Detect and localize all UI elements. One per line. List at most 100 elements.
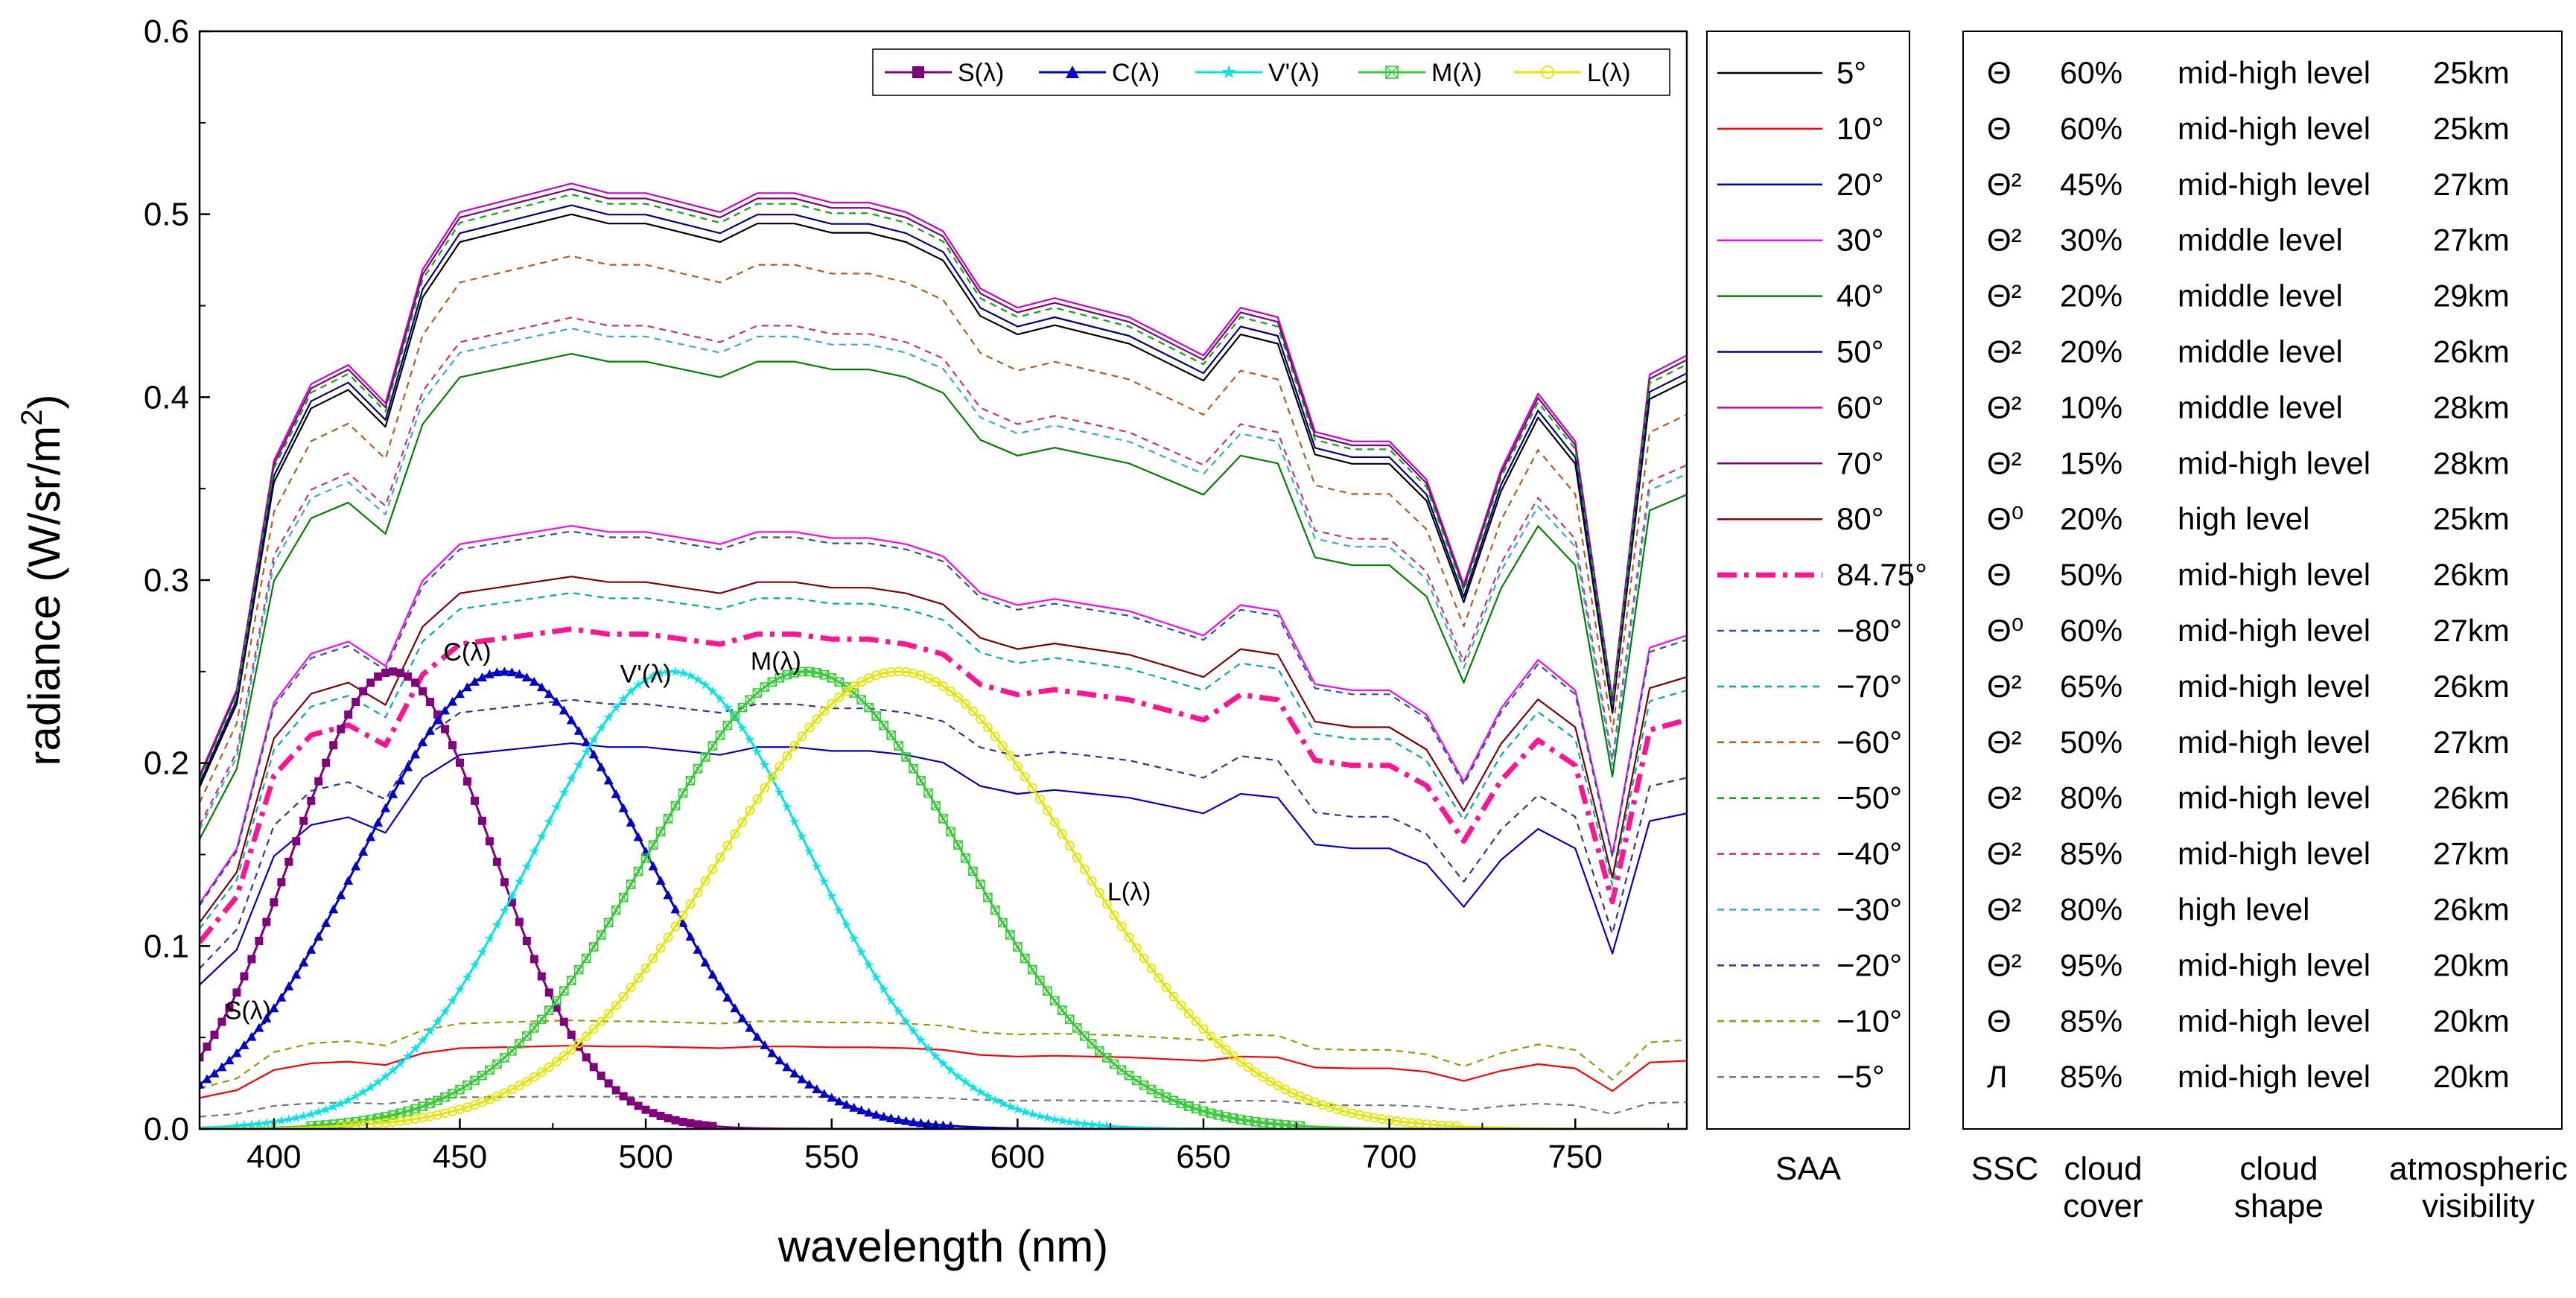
saa-legend-label-1: 10°	[1836, 111, 1884, 146]
y-tick-label-4: 0.4	[144, 379, 189, 416]
saa-curve-0	[200, 213, 1687, 788]
cone-markers-4	[336, 667, 1461, 1129]
saa-legend-item-16: −20°	[1717, 947, 1902, 982]
conditions-cell-15-0: Θ²	[1987, 892, 2022, 927]
saa-curve-8	[200, 576, 1687, 923]
saa-legend-item-15: −30°	[1717, 892, 1902, 927]
saa-curve-3	[200, 524, 1687, 904]
y-tick-label-5: 0.5	[144, 197, 189, 233]
conditions-cell-18-1: 85%	[2060, 1059, 2122, 1094]
conditions-cell-15-3: 26km	[2433, 892, 2510, 927]
saa-curve-12	[200, 255, 1687, 804]
y-tick-label-1: 0.1	[144, 928, 189, 964]
conditions-cell-13-1: 80%	[2060, 780, 2122, 815]
conditions-cell-1-0: Θ	[1987, 111, 2011, 146]
x-tick-label-6: 700	[1362, 1139, 1416, 1175]
conditions-cell-14-2: mid-high level	[2178, 836, 2370, 871]
cone-markers-1	[200, 667, 955, 1129]
conditions-cell-7-1: 15%	[2060, 445, 2122, 480]
saa-curve-7	[200, 188, 1687, 778]
saa-legend-label-7: 70°	[1836, 445, 1884, 480]
conditions-cell-11-3: 26km	[2433, 669, 2510, 704]
saa-legend-item-5: 50°	[1717, 334, 1884, 369]
conditions-cell-12-0: Θ²	[1987, 725, 2022, 760]
conditions-cell-5-0: Θ²	[1987, 334, 2022, 369]
saa-legend-item-6: 60°	[1717, 389, 1884, 424]
saa-legend-label-16: −20°	[1836, 947, 1902, 982]
conditions-cell-17-0: Θ	[1987, 1003, 2011, 1038]
conditions-row-16: Θ² 95% mid-high level 20km	[1987, 947, 2510, 982]
saa-legend-item-11: −70°	[1717, 669, 1902, 704]
cone-legend-item-3: M(λ)	[1358, 59, 1482, 87]
cone-label-2: V'(λ)	[620, 661, 672, 689]
x-tick-label-5: 650	[1176, 1139, 1230, 1175]
conditions-row-11: Θ² 65% mid-high level 26km	[1987, 669, 2510, 704]
saa-legend-label-4: 40°	[1836, 279, 1884, 314]
table-header-2: cloud shape	[2234, 1151, 2324, 1224]
conditions-cell-9-3: 26km	[2433, 557, 2510, 592]
conditions-cell-6-1: 10%	[2060, 389, 2122, 424]
cone-curve-1: C(λ)	[200, 638, 1687, 1129]
conditions-row-9: Θ 50% mid-high level 26km	[1987, 557, 2510, 592]
conditions-cell-5-3: 26km	[2433, 334, 2510, 369]
saa-curve-5	[200, 204, 1687, 784]
conditions-cell-12-2: mid-high level	[2178, 725, 2370, 760]
conditions-row-10: Θ⁰ 60% mid-high level 27km	[1987, 613, 2510, 648]
conditions-cell-5-2: middle level	[2178, 334, 2343, 369]
conditions-cell-10-3: 27km	[2433, 613, 2510, 648]
y-tick-label-3: 0.3	[144, 562, 189, 599]
conditions-cell-2-3: 27km	[2433, 167, 2510, 202]
conditions-cell-6-3: 28km	[2433, 389, 2510, 424]
conditions-cell-4-3: 29km	[2433, 279, 2510, 314]
conditions-cell-14-1: 85%	[2060, 836, 2122, 871]
saa-curve-18	[200, 1095, 1687, 1118]
saa-legend-label-10: −80°	[1836, 613, 1902, 648]
saa-legend-item-10: −80°	[1717, 613, 1902, 648]
saa-legend-label-3: 30°	[1836, 223, 1884, 258]
conditions-cell-10-1: 60%	[2060, 613, 2122, 648]
saa-legend-label-5: 50°	[1836, 334, 1884, 369]
conditions-cell-7-0: Θ²	[1987, 445, 2022, 480]
conditions-cell-11-2: mid-high level	[2178, 669, 2370, 704]
cone-legend-label-2: V'(λ)	[1268, 59, 1320, 87]
saa-legend-item-7: 70°	[1717, 445, 1884, 480]
cone-curve-4: L(λ)	[200, 667, 1687, 1129]
conditions-row-18: Л 85% mid-high level 20km	[1987, 1059, 2510, 1094]
saa-legend-label-17: −10°	[1836, 1003, 1902, 1038]
conditions-cell-9-2: mid-high level	[2178, 557, 2370, 592]
saa-legend-item-13: −50°	[1717, 780, 1902, 815]
saa-legend-label-6: 60°	[1836, 389, 1884, 424]
conditions-cell-1-2: mid-high level	[2178, 111, 2370, 146]
conditions-cell-7-2: mid-high level	[2178, 445, 2370, 480]
conditions-cell-10-2: mid-high level	[2178, 613, 2370, 648]
conditions-cell-2-2: mid-high level	[2178, 167, 2370, 202]
conditions-cell-18-0: Л	[1987, 1059, 2008, 1094]
saa-legend-item-17: −10°	[1717, 1003, 1902, 1038]
conditions-table-box	[1962, 31, 2563, 1130]
conditions-cell-4-2: middle level	[2178, 279, 2343, 314]
conditions-cell-0-1: 60%	[2060, 55, 2122, 90]
saa-legend-item-12: −60°	[1717, 725, 1902, 760]
conditions-row-5: Θ² 20% middle level 26km	[1987, 334, 2510, 369]
conditions-row-12: Θ² 50% mid-high level 27km	[1987, 725, 2510, 760]
x-tick-label-3: 550	[804, 1139, 859, 1175]
cone-label-3: M(λ)	[751, 647, 801, 675]
conditions-cell-2-1: 45%	[2060, 167, 2122, 202]
conditions-cell-3-3: 27km	[2433, 223, 2510, 258]
conditions-cell-4-0: Θ²	[1987, 279, 2022, 314]
table-header-3: atmospheric visibility	[2389, 1151, 2568, 1224]
saa-curve-6	[200, 182, 1687, 776]
saa-legend-label-11: −70°	[1836, 669, 1902, 704]
conditions-row-1: Θ 60% mid-high level 25km	[1987, 111, 2510, 146]
conditions-cell-13-2: mid-high level	[2178, 780, 2370, 815]
saa-legend-item-2: 20°	[1717, 167, 1884, 202]
conditions-cell-12-1: 50%	[2060, 725, 2122, 760]
conditions-cell-17-1: 85%	[2060, 1003, 2122, 1038]
saa-legend-label-0: 5°	[1836, 55, 1866, 90]
saa-legend-item-0: 5°	[1717, 55, 1866, 90]
conditions-row-4: Θ² 20% middle level 29km	[1987, 279, 2510, 314]
conditions-cell-0-2: mid-high level	[2178, 55, 2370, 90]
conditions-row-13: Θ² 80% mid-high level 26km	[1987, 780, 2510, 815]
saa-curve-16	[200, 699, 1687, 970]
